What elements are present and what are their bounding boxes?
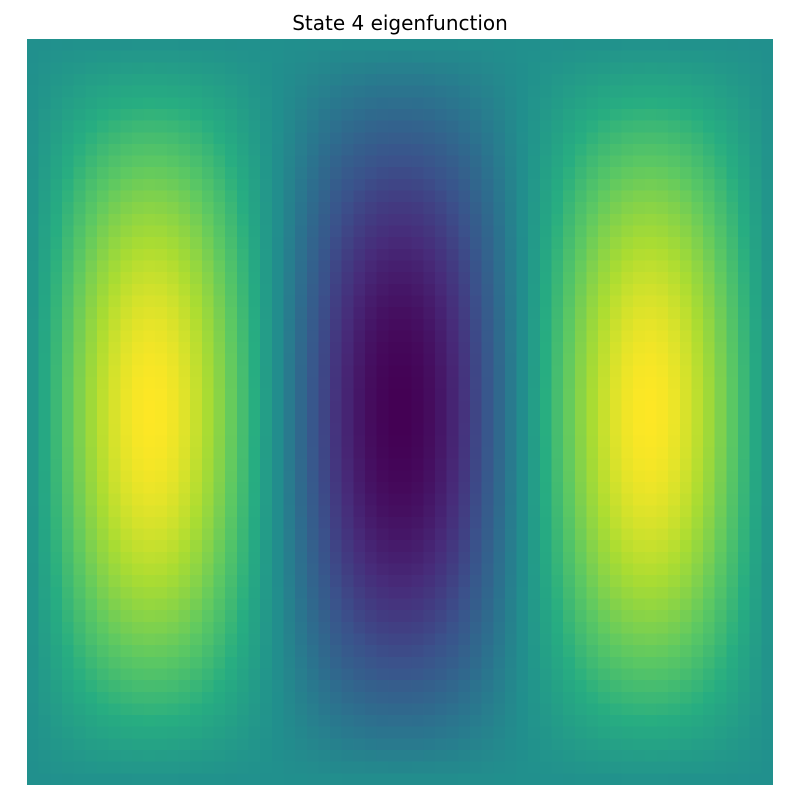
heatmap-plot <box>27 39 773 785</box>
chart-title: State 4 eigenfunction <box>292 11 508 35</box>
